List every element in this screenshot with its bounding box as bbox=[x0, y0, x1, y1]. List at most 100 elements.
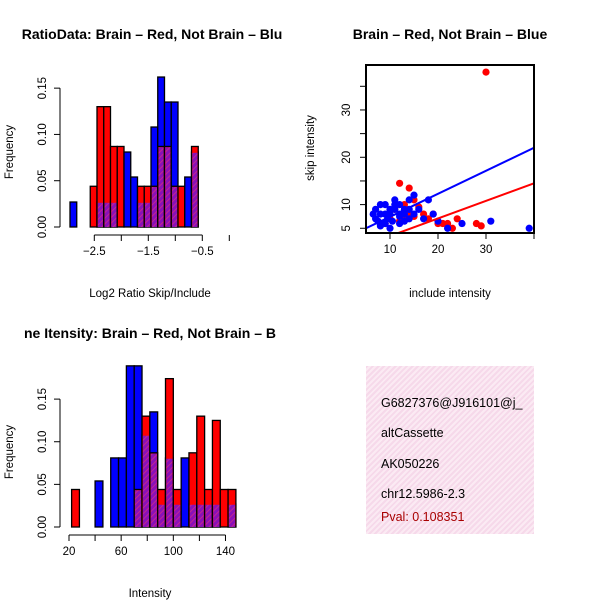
x-tick-label: 140 bbox=[216, 546, 235, 558]
intensity-hist-panel: ne Itensity: Brain – Red, Not Brain – B … bbox=[4, 325, 276, 600]
bar-overlap-4 bbox=[97, 202, 103, 227]
y-tick-label: 0.15 bbox=[37, 77, 49, 99]
bar-overlap-5 bbox=[104, 202, 110, 227]
bar-overlap-10 bbox=[138, 202, 144, 227]
point-not-brain-17 bbox=[381, 201, 389, 209]
x-tick-label: −0.5 bbox=[191, 246, 214, 258]
point-not-brain-20 bbox=[391, 196, 399, 204]
event-type: altCassette bbox=[381, 426, 444, 440]
y-tick-label: 10 bbox=[341, 198, 353, 211]
x-tick-label: −2.5 bbox=[83, 246, 106, 258]
bar-overlap-12 bbox=[166, 458, 173, 527]
bar-overlap-11 bbox=[158, 504, 165, 527]
ratio-hist-axes: −2.5 −1.5 −0.5 0.00 0.05 0.10 0.15 bbox=[37, 77, 230, 258]
p-value: Pval: 0.108351 bbox=[381, 510, 465, 524]
bar-not-brain-3 bbox=[94, 480, 104, 528]
y-tick-label: 0.05 bbox=[37, 473, 49, 495]
point-not-brain-11 bbox=[405, 196, 413, 204]
point-not-brain-29 bbox=[429, 210, 437, 218]
bar-overlap-16 bbox=[197, 504, 204, 527]
x-tick-label: 100 bbox=[164, 546, 183, 558]
point-brain-16 bbox=[472, 219, 480, 228]
x-tick-label: 30 bbox=[480, 244, 493, 256]
bar-brain-19 bbox=[219, 488, 229, 528]
bar-overlap-11 bbox=[145, 202, 151, 227]
point-not-brain-32 bbox=[458, 219, 466, 228]
y-tick-label: 0.05 bbox=[37, 170, 49, 192]
bar-overlap-20 bbox=[228, 504, 236, 527]
bar-not-brain-14 bbox=[180, 457, 190, 528]
bar-not-brain-17 bbox=[184, 176, 193, 228]
y-tick-label: 0.15 bbox=[37, 388, 49, 410]
y-tick-label: 20 bbox=[341, 151, 353, 164]
fit-line-brain bbox=[395, 182, 534, 233]
bar-overlap-8 bbox=[135, 490, 142, 527]
point-not-brain-23 bbox=[400, 217, 408, 225]
point-not-brain-34 bbox=[525, 224, 533, 232]
accession-id: AK050226 bbox=[381, 457, 440, 471]
scatter-frame bbox=[365, 64, 535, 234]
x-tick-label: 10 bbox=[384, 244, 397, 256]
y-tick-label: 0.00 bbox=[37, 216, 49, 238]
point-not-brain-27 bbox=[420, 215, 428, 223]
bar-overlap-15 bbox=[189, 504, 196, 527]
probe-info-panel: G6827376@J916101@j_ altCassette AK050226… bbox=[366, 366, 534, 534]
point-not-brain-31 bbox=[444, 224, 452, 232]
scatter-ylabel: skip intensity bbox=[305, 115, 317, 181]
point-not-brain-26 bbox=[415, 205, 423, 213]
bar-overlap-9 bbox=[142, 435, 150, 527]
point-not-brain-7 bbox=[396, 201, 404, 209]
bar-not-brain-6 bbox=[117, 457, 128, 528]
bar-overlap-17 bbox=[205, 504, 212, 527]
intensity-hist-axes: 20 60 100 140 0.00 0.05 0.10 0.15 bbox=[37, 388, 235, 558]
intensity-hist-xlabel: Intensity bbox=[129, 588, 172, 600]
point-not-brain-33 bbox=[487, 217, 495, 225]
point-brain-1 bbox=[396, 179, 404, 187]
x-tick-label: −1.5 bbox=[137, 246, 160, 258]
bar-not-brain-7 bbox=[125, 365, 135, 528]
point-not-brain-38 bbox=[369, 210, 377, 218]
bar-overlap-13 bbox=[158, 147, 164, 227]
ratio-hist-xlabel: Log2 Ratio Skip/Include bbox=[89, 288, 210, 300]
y-tick-label: 30 bbox=[341, 104, 353, 117]
bar-overlap-18 bbox=[213, 504, 220, 527]
probe-id: G6827376@J916101@j_ bbox=[381, 396, 523, 410]
bar-overlap-12 bbox=[151, 187, 157, 227]
genomic-location: chr12.5986-2.3 bbox=[381, 487, 466, 501]
point-brain-2 bbox=[405, 184, 413, 192]
ratio-hist-ylabel: Frequency bbox=[4, 125, 16, 180]
bar-overlap-10 bbox=[150, 453, 157, 527]
y-tick-label: 0.10 bbox=[37, 431, 49, 453]
bar-brain-7 bbox=[116, 145, 125, 228]
scatter-title: Brain – Red, Not Brain – Blue bbox=[353, 26, 548, 42]
scatter-marks bbox=[366, 68, 534, 233]
scatter-panel: Brain – Red, Not Brain – Blue include in… bbox=[305, 26, 547, 300]
bar-not-brain-5 bbox=[110, 457, 120, 528]
bar-overlap-18 bbox=[192, 152, 198, 227]
bar-not-brain-9 bbox=[130, 176, 139, 228]
y-tick-label: 5 bbox=[341, 225, 353, 231]
y-tick-label: 0.00 bbox=[37, 516, 49, 538]
bar-not-brain-0 bbox=[69, 201, 78, 228]
point-not-brain-36 bbox=[386, 224, 394, 232]
point-brain-0 bbox=[482, 68, 490, 76]
bar-not-brain-8 bbox=[123, 151, 132, 228]
intensity-hist-ylabel: Frequency bbox=[4, 425, 16, 480]
bar-brain-0 bbox=[70, 488, 81, 528]
point-brain-13 bbox=[453, 215, 461, 223]
bar-overlap-14 bbox=[165, 147, 171, 227]
y-tick-label: 0.10 bbox=[37, 123, 49, 145]
ratio-hist-title: RatioData: Brain – Red, Not Brain – Blu bbox=[22, 26, 283, 42]
point-not-brain-19 bbox=[388, 217, 396, 225]
fit-line-not-brain bbox=[366, 146, 534, 230]
bar-brain-3 bbox=[89, 185, 98, 228]
intensity-hist-title: ne Itensity: Brain – Red, Not Brain – B bbox=[24, 325, 276, 341]
bar-overlap-6 bbox=[111, 202, 117, 227]
scatter-xlabel: include intensity bbox=[409, 288, 491, 300]
point-not-brain-12 bbox=[410, 191, 418, 199]
scatter-plot-area: 10 20 30 5 10 20 30 bbox=[341, 64, 535, 256]
ratio-hist-bars bbox=[69, 76, 199, 228]
ratio-hist-panel: RatioData: Brain – Red, Not Brain – Blu … bbox=[4, 26, 282, 300]
x-tick-label: 20 bbox=[432, 244, 445, 256]
